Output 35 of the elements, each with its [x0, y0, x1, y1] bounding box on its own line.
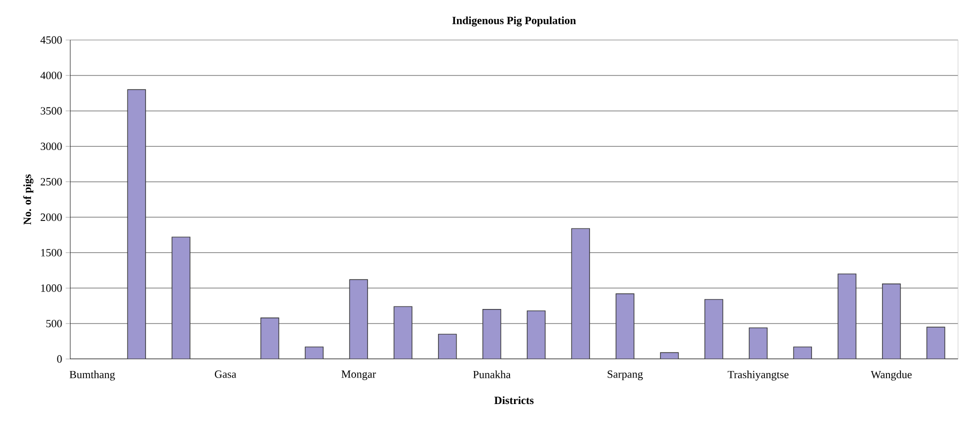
chart-title: Indigenous Pig Population	[452, 16, 576, 26]
bar	[882, 284, 901, 359]
bar	[571, 228, 590, 359]
bar	[438, 334, 457, 359]
x-tick-label: Sarpang	[608, 370, 643, 380]
y-tick-label: 2000	[40, 214, 62, 221]
x-tick-label: Trashiyangtse	[728, 370, 788, 381]
x-tick-label: Wangdue	[870, 370, 912, 381]
x-axis-title: Districts	[494, 396, 534, 404]
bar	[704, 299, 724, 359]
bar	[260, 318, 280, 359]
y-tick-label: 500	[46, 320, 62, 328]
bar	[482, 309, 502, 359]
bar	[748, 327, 768, 359]
y-tick-label: 1000	[41, 284, 62, 292]
y-tick-label: 0	[57, 355, 62, 363]
y-tick-label: 3500	[40, 107, 62, 115]
bar	[838, 274, 856, 359]
x-tick-label: Gasa	[214, 370, 236, 378]
bar	[394, 306, 412, 359]
y-axis-title: No. of pigs	[23, 174, 34, 225]
bar	[526, 310, 546, 359]
bar	[616, 293, 634, 359]
y-tick-label: 4000	[40, 72, 62, 80]
bar	[926, 326, 946, 359]
y-tick-label: 1500	[41, 248, 62, 256]
y-tick-label: 4500	[40, 36, 62, 44]
x-tick-label: Punakha	[473, 370, 511, 378]
y-tick-label: 2500	[40, 178, 62, 186]
bar	[349, 279, 368, 359]
x-tick-label: Bumthang	[70, 370, 115, 381]
bar	[127, 89, 146, 359]
bar	[172, 236, 190, 359]
y-tick-label: 3000	[40, 142, 62, 150]
x-tick-label: Mongar	[342, 370, 376, 380]
